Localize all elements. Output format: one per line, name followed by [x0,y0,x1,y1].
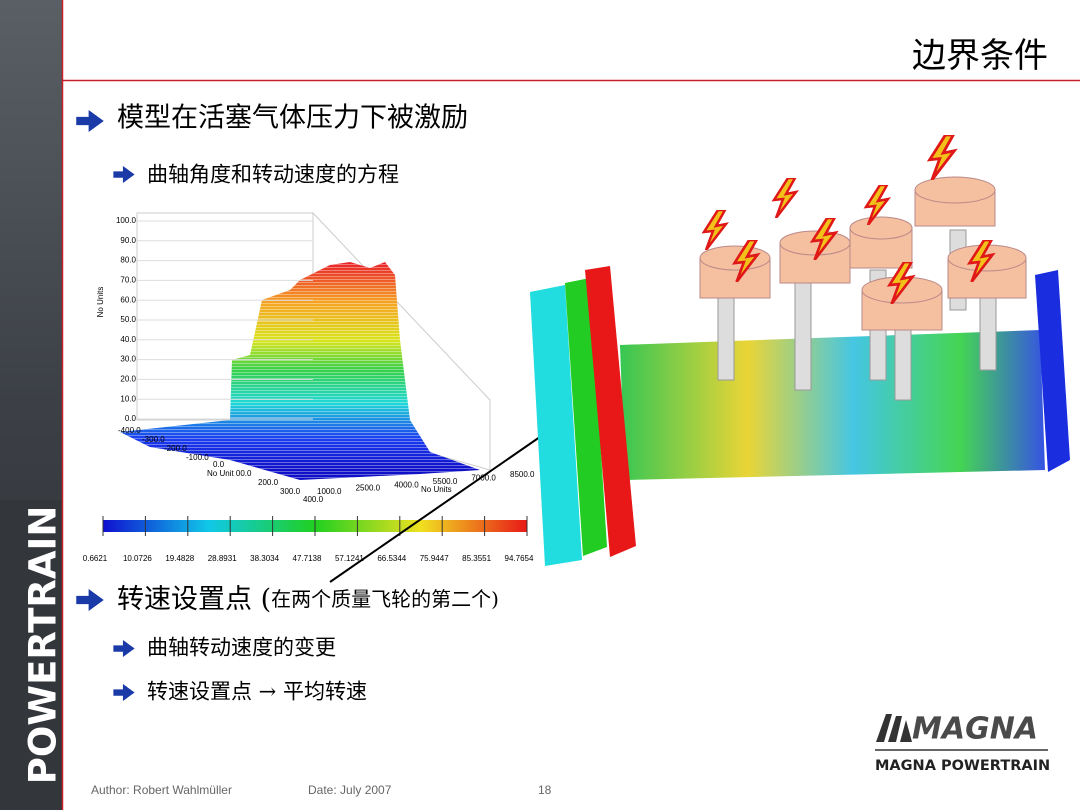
y-axis-label: No Units [96,287,105,318]
colorbar-label: 0.6621 [83,554,108,563]
bullet: 转速设置点 (在两个质量飞轮的第二个) [117,584,499,615]
depth-tick-label: 200.0 [258,478,279,487]
y-tick-label: 70.0 [120,276,136,285]
bullet-icon [76,110,104,132]
bullet-note: 在两个质量飞轮的第二个) [271,587,499,611]
colorbar-label: 94.7654 [505,554,534,563]
x-tick-label: 8500.0 [510,470,535,479]
depth-tick-label: -100.0 [186,453,209,462]
bullet: 模型在活塞气体压力下被激励 [117,103,468,134]
crankshaft-model [530,135,1070,566]
y-tick-label: 90.0 [120,236,136,245]
bullet-icon [113,640,135,657]
logo-subtitle: MAGNA POWERTRAIN [875,758,1050,774]
waterfall-lines [120,262,480,480]
bullet-main: 转速设置点 ( [117,584,271,615]
slide-title: 边界条件 [912,36,1048,76]
footer-author: Author: Robert Wahlmüller [91,783,232,797]
pointer-arrow [329,419,565,583]
y-tick-label: 80.0 [120,256,136,265]
sub-bullet: 曲轴角度和转动速度的方程 [147,163,399,187]
bullet-icon [113,684,135,701]
depth-tick-label: -300.0 [142,435,165,444]
depth-tick-label: -200.0 [164,444,187,453]
depth-tick-label: -400.0 [118,426,141,435]
logo-brand: MAGNA [912,712,1038,747]
footer-date: Date: July 2007 [308,783,392,797]
colorbar-label: 85.3551 [462,554,491,563]
colorbar-label: 28.8931 [208,554,237,563]
page-number: 18 [538,783,552,797]
x-tick-label: 5500.0 [433,477,458,486]
colorbar-label: 57.1241 [335,554,364,563]
waterfall-figure: No Units 100.0 90.0 80.0 70.0 60.0 50.0 40.0 30.… [83,211,535,563]
bullet-icon [76,589,104,611]
x-axis-label: No Units [421,485,452,494]
x-tick-label: 7000.0 [471,474,496,483]
sidebar-band [0,500,62,810]
colorbar-label: 66.5344 [377,554,406,563]
x-tick-label: 1000.0 [317,487,342,496]
y-tick-label: 10.0 [120,394,136,403]
y-tick-label: 0.0 [125,414,137,423]
y-tick-label: 30.0 [120,355,136,364]
colorbar-label: 75.9447 [420,554,449,563]
x-tick-label: 4000.0 [394,480,419,489]
depth-tick-label: 300.0 [280,487,301,496]
colorbar-label: 38.3034 [250,554,279,563]
bullet-icon [113,166,135,183]
y-tick-label: 50.0 [120,315,136,324]
depth-tick-label: No Unit 00.0 [207,469,252,478]
sidebar-text: POWERTRAIN [22,506,65,785]
y-tick-label: 100.0 [116,216,137,225]
logo: MAGNA MAGNA POWERTRAIN [875,712,1050,774]
y-tick-label: 40.0 [120,335,136,344]
depth-tick-label: 0.0 [213,460,225,469]
depth-tick-label: 400.0 [303,495,324,504]
y-tick-label: 20.0 [120,375,136,384]
sub-bullet: 转速设置点 → 平均转速 [147,680,367,704]
colorbar-label: 10.0726 [123,554,152,563]
y-tick-label: 60.0 [120,295,136,304]
sub-bullet: 曲轴转动速度的变更 [147,636,336,660]
colorbar-label: 19.4828 [165,554,194,563]
colorbar-label: 47.7138 [293,554,322,563]
x-tick-label: 2500.0 [356,484,381,493]
